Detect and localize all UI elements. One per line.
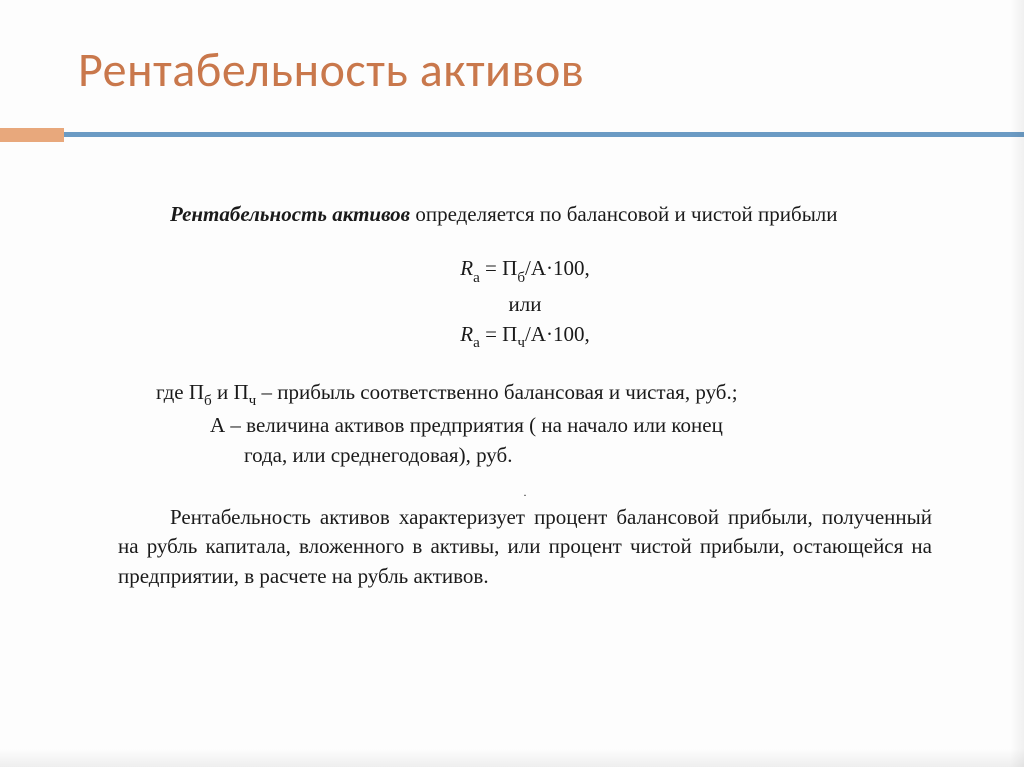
formula-block: Rа = Пб/А·100, или Rа = Пч/А·100,	[118, 253, 932, 354]
body2-text: Рентабельность активов характеризует про…	[118, 505, 932, 588]
where-line-1: где Пб и Пч – прибыль соответственно бал…	[118, 378, 932, 411]
formula-line-2: Rа = Пч/А·100,	[118, 319, 932, 354]
intro-paragraph: Рентабельность активов определяется по б…	[118, 200, 932, 229]
accent-underline	[64, 132, 1024, 137]
tiny-mark: .	[118, 484, 932, 501]
accent-left-block	[0, 128, 64, 142]
intro-rest: определяется по балансовой и чистой приб…	[410, 202, 837, 226]
where-line-2: А – величина активов предприятия ( на на…	[118, 411, 932, 440]
slide: Рентабельность активов Рентабельность ак…	[0, 0, 1024, 767]
body-paragraph-2: Рентабельность активов характеризует про…	[118, 503, 932, 591]
where-block: где Пб и Пч – прибыль соответственно бал…	[118, 378, 932, 470]
slide-title: Рентабельность активов	[0, 0, 1024, 99]
shadow-right	[1010, 0, 1024, 767]
content-body: Рентабельность активов определяется по б…	[118, 200, 932, 591]
formula-or: или	[118, 289, 932, 319]
formula-line-1: Rа = Пб/А·100,	[118, 253, 932, 288]
where-line-3: года, или среднегодовая), руб.	[118, 441, 932, 470]
shadow-bottom	[0, 749, 1024, 767]
accent-bar	[0, 124, 1024, 144]
intro-lead: Рентабельность активов	[170, 202, 410, 226]
